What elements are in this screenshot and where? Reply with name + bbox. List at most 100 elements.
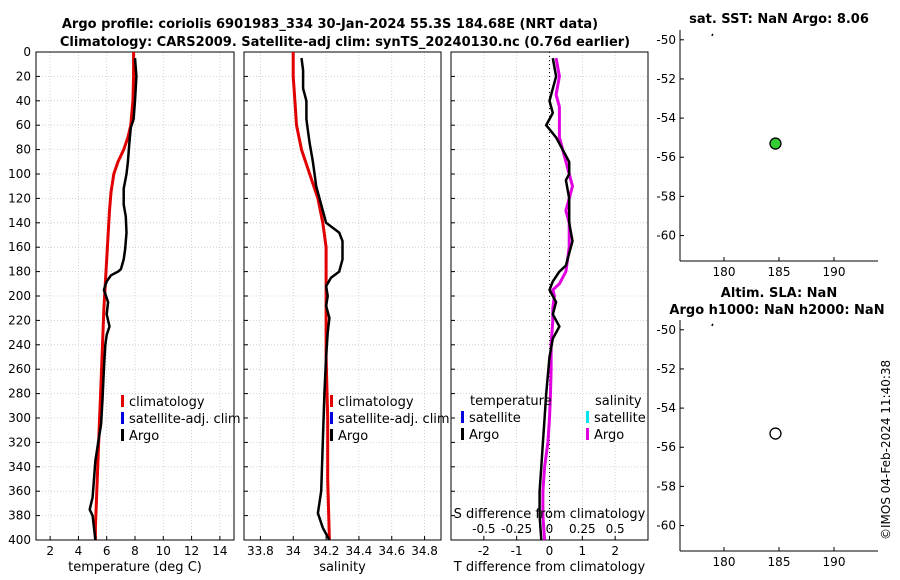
legend-salinity-argo-label: Argo <box>594 428 624 443</box>
legend-climatology-swatch <box>330 395 333 407</box>
x-axis-label: salinity <box>319 560 366 575</box>
y-tick-label: 220 <box>8 313 31 327</box>
x-tick-label: -1 <box>511 544 523 558</box>
legend-temperature-satellite-swatch <box>461 411 464 423</box>
legend-argo-label: Argo <box>338 429 368 444</box>
x-axis-label: T difference from climatology <box>453 560 646 575</box>
panel-map_sla: Altim. SLA: NaN Argo h1000: NaN h2000: Na… <box>656 286 884 569</box>
salinity-diff-axis-label: S difference from climatology <box>454 507 646 522</box>
x-tick-label: 4 <box>75 544 83 558</box>
map-title-line2: Argo h1000: NaN h2000: NaN <box>669 303 884 318</box>
series-climatology-line <box>291 52 331 541</box>
x-tick-label: 34.8 <box>411 544 438 558</box>
y-tick-label: 260 <box>8 362 31 376</box>
imos-watermark: ©IMOS 04-Feb-2024 11:40:38 <box>879 360 893 540</box>
legend-argo-swatch <box>330 429 333 441</box>
x-tick-label: 34.2 <box>313 544 340 558</box>
legend-temperature-satellite-label: satellite <box>469 411 521 426</box>
y-tick-label: 140 <box>8 216 31 230</box>
x-tick-label: 14 <box>212 544 227 558</box>
y-tick-label: 340 <box>8 460 31 474</box>
x-tick-label: -2 <box>478 544 490 558</box>
legend-title-salinity: salinity <box>595 394 642 409</box>
y-tick-label: 100 <box>8 167 31 181</box>
x-axis-label: temperature (deg C) <box>68 560 202 575</box>
map-y-tick-label: -58 <box>656 189 676 203</box>
x-tick-label: 10 <box>156 544 171 558</box>
y-tick-label: 20 <box>16 69 31 83</box>
y-tick-label: 380 <box>8 509 31 523</box>
x-tick-label: 0 <box>546 544 554 558</box>
legend-climatology-swatch <box>121 395 124 407</box>
map-y-tick-label: -52 <box>656 72 676 86</box>
salinity-diff-tick-label: -0.5 <box>472 522 495 536</box>
map-y-tick-label: -56 <box>656 440 676 454</box>
map-x-tick-label: 190 <box>823 555 846 569</box>
y-tick-label: 180 <box>8 265 31 279</box>
y-tick-label: 360 <box>8 484 31 498</box>
map-y-tick-label: -52 <box>656 362 676 376</box>
y-tick-label: 40 <box>16 94 31 108</box>
panel-salinity: 33.8 34 34.2 34.4 34.6 34.8 salinity climatolog… <box>243 51 450 575</box>
map-y-tick-label: -50 <box>656 33 676 47</box>
legend-temperature-argo-label: Argo <box>469 428 499 443</box>
map-title: sat. SST: NaN Argo: 8.06 <box>689 12 869 27</box>
legend-title-temperature: temperature <box>470 394 552 409</box>
y-tick-label: 160 <box>8 240 31 254</box>
legend-argo-swatch <box>121 429 124 441</box>
map-x-tick-label: 180 <box>713 265 736 279</box>
legend-satellite-adj-clim-swatch <box>121 412 124 424</box>
map-y-tick-label: -58 <box>656 479 676 493</box>
figure-title-line1: Argo profile: coriolis 6901983_334 30-Ja… <box>62 17 598 32</box>
map-x-tick-label: 185 <box>768 555 791 569</box>
legend-satellite-adj-clim-label: satellite-adj. clim <box>338 412 450 427</box>
argo-location-marker <box>769 427 782 440</box>
y-tick-label: 60 <box>16 118 31 132</box>
salinity-diff-tick-label: 0.25 <box>569 522 596 536</box>
map-x-tick-label: 180 <box>713 555 736 569</box>
y-tick-label: 200 <box>8 289 31 303</box>
salinity-diff-tick-label: 0.5 <box>606 522 625 536</box>
coastline-speck <box>711 33 714 37</box>
legend-climatology-label: climatology <box>338 395 414 410</box>
legend-salinity-satellite-swatch <box>586 411 589 423</box>
coastline-speck <box>711 323 714 327</box>
y-tick-label: 0 <box>23 45 31 59</box>
panel-difference: -2 -1 0 1 2 T difference from climatology S di… <box>450 51 649 575</box>
map-x-tick-label: 190 <box>823 265 846 279</box>
legend-satellite-adj-clim-swatch <box>330 412 333 424</box>
y-tick-label: 400 <box>8 533 31 547</box>
series-argo-line <box>300 57 344 541</box>
legend-salinity-satellite-label: satellite <box>594 411 646 426</box>
salinity-diff-tick-label: -0.25 <box>501 522 532 536</box>
y-tick-label: 120 <box>8 191 31 205</box>
y-tick-label: 80 <box>16 143 31 157</box>
x-tick-label: 34.6 <box>378 544 405 558</box>
panel-map_sst: sat. SST: NaN Argo: 8.06 -50 -52 -54 -56 -58 -… <box>656 12 878 279</box>
x-tick-label: 2 <box>611 544 619 558</box>
figure-title-line2: Climatology: CARS2009. Satellite-adj cli… <box>60 35 630 50</box>
plot-frame <box>243 51 442 541</box>
legend-climatology-label: climatology <box>129 395 205 410</box>
x-tick-label: 2 <box>46 544 54 558</box>
y-tick-label: 300 <box>8 411 31 425</box>
legend-temperature-argo-swatch <box>461 428 464 440</box>
map-y-tick-label: -50 <box>656 323 676 337</box>
y-tick-label: 280 <box>8 387 31 401</box>
map-y-tick-label: -56 <box>656 150 676 164</box>
x-tick-label: 34.4 <box>346 544 373 558</box>
map-y-tick-label: -54 <box>656 111 676 125</box>
x-tick-label: 1 <box>579 544 587 558</box>
legend-argo-label: Argo <box>129 429 159 444</box>
x-tick-label: 33.8 <box>247 544 274 558</box>
salinity-diff-tick-label: 0 <box>546 522 554 536</box>
series-argo-line <box>88 58 138 541</box>
legend-satellite-adj-clim-label: satellite-adj. clim <box>129 412 241 427</box>
map-y-tick-label: -54 <box>656 401 676 415</box>
y-tick-label: 240 <box>8 338 31 352</box>
panel-temperature: 0 20 40 60 80 100 120 140 160 180 200 220 240 260 280 3… <box>8 45 241 575</box>
x-tick-label: 12 <box>184 544 199 558</box>
series-argo-salinity-diff-line <box>541 57 574 541</box>
map-y-tick-label: -60 <box>656 229 676 243</box>
